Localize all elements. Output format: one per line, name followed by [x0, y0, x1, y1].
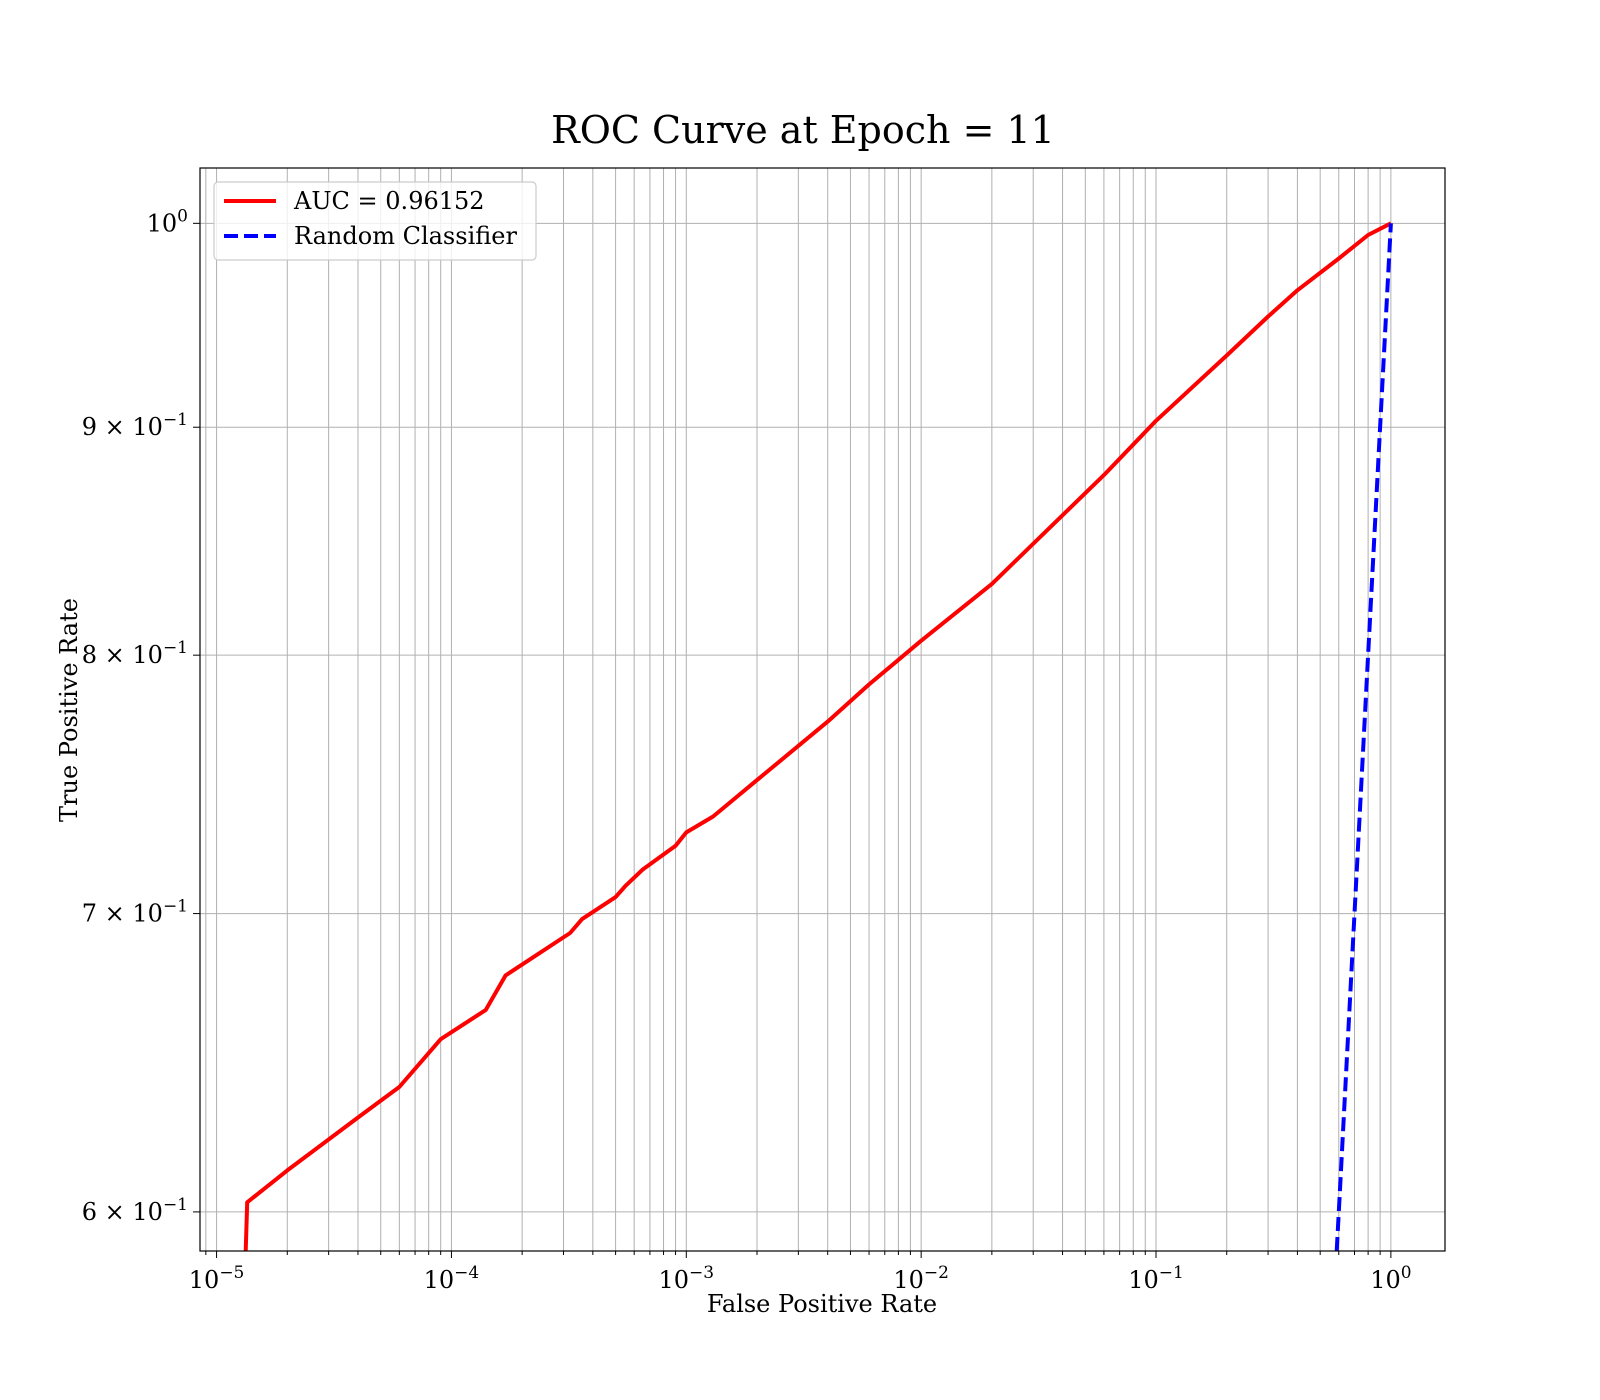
y-tick-label: 9 × 10−1 — [82, 410, 188, 441]
x-tick-label: 10−5 — [189, 1263, 245, 1294]
y-axis-label: True Positive Rate — [55, 598, 83, 822]
tick-marks: 6 × 10−1 7 × 10−1 8 × 10−1 9 × 10−1 100 10−5 1… — [82, 206, 1412, 1294]
random-classifier-line — [1334, 223, 1393, 1251]
roc-curve-line — [243, 221, 1392, 1251]
y-tick-label: 7 × 10−1 — [82, 897, 188, 928]
legend: AUC = 0.96152 Random Classifier — [213, 181, 537, 261]
plot-series — [243, 221, 1393, 1251]
y-tick-label: 6 × 10−1 — [82, 1195, 188, 1226]
legend-label-auc: AUC = 0.96152 — [293, 187, 485, 215]
x-tick-label: 100 — [1370, 1263, 1411, 1294]
grid — [200, 168, 1445, 1251]
x-tick-label: 10−3 — [658, 1263, 714, 1294]
legend-label-random: Random Classifier — [294, 222, 517, 250]
plot-frame — [199, 167, 1446, 1252]
x-tick-label: 10−4 — [424, 1263, 480, 1294]
x-axis-label: False Positive Rate — [707, 1290, 937, 1318]
chart-title: ROC Curve at Epoch = 11 — [551, 108, 1055, 152]
x-tick-label: 10−1 — [1128, 1263, 1184, 1294]
x-tick-label: 10−2 — [893, 1263, 949, 1294]
y-tick-label: 100 — [147, 206, 188, 237]
legend-box — [213, 181, 537, 261]
y-tick-label: 8 × 10−1 — [82, 638, 188, 669]
